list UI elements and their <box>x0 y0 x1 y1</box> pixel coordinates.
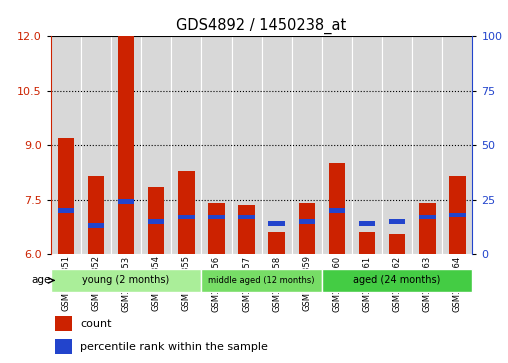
Bar <box>262 36 292 254</box>
Bar <box>268 221 285 226</box>
Bar <box>55 339 72 354</box>
Bar <box>88 224 104 228</box>
Bar <box>389 219 405 224</box>
Bar <box>57 138 74 254</box>
Bar <box>412 36 442 254</box>
Bar <box>148 219 165 224</box>
Text: young (2 months): young (2 months) <box>82 276 170 285</box>
Bar <box>57 208 74 213</box>
Text: count: count <box>80 319 112 329</box>
Bar <box>352 36 382 254</box>
Bar <box>148 187 165 254</box>
Bar <box>88 176 104 254</box>
Bar <box>118 36 135 254</box>
Text: age: age <box>31 276 51 285</box>
Bar <box>449 176 466 254</box>
Bar <box>51 36 81 254</box>
Bar <box>171 36 201 254</box>
Bar <box>201 36 232 254</box>
Bar <box>268 232 285 254</box>
Text: middle aged (12 months): middle aged (12 months) <box>208 276 315 285</box>
Bar <box>329 163 345 254</box>
Bar <box>208 215 225 219</box>
Bar <box>178 171 195 254</box>
Bar <box>292 36 322 254</box>
Title: GDS4892 / 1450238_at: GDS4892 / 1450238_at <box>176 17 347 33</box>
Bar <box>238 205 255 254</box>
Bar <box>322 36 352 254</box>
Bar <box>322 269 472 292</box>
Bar <box>359 221 375 226</box>
Bar <box>419 215 435 219</box>
Bar <box>208 203 225 254</box>
Bar <box>442 36 472 254</box>
Bar <box>178 215 195 219</box>
Bar <box>141 36 171 254</box>
Bar <box>81 36 111 254</box>
Bar <box>359 232 375 254</box>
Bar <box>382 36 412 254</box>
Bar <box>299 219 315 224</box>
Bar <box>449 212 466 217</box>
Bar <box>238 215 255 219</box>
Bar <box>55 316 72 331</box>
Bar <box>389 234 405 254</box>
Bar <box>51 269 201 292</box>
Bar <box>329 208 345 213</box>
Bar <box>232 36 262 254</box>
Bar <box>201 269 322 292</box>
Bar <box>111 36 141 254</box>
Bar <box>299 203 315 254</box>
Bar <box>419 203 435 254</box>
Text: aged (24 months): aged (24 months) <box>354 276 441 285</box>
Bar <box>118 200 135 204</box>
Text: percentile rank within the sample: percentile rank within the sample <box>80 342 268 352</box>
